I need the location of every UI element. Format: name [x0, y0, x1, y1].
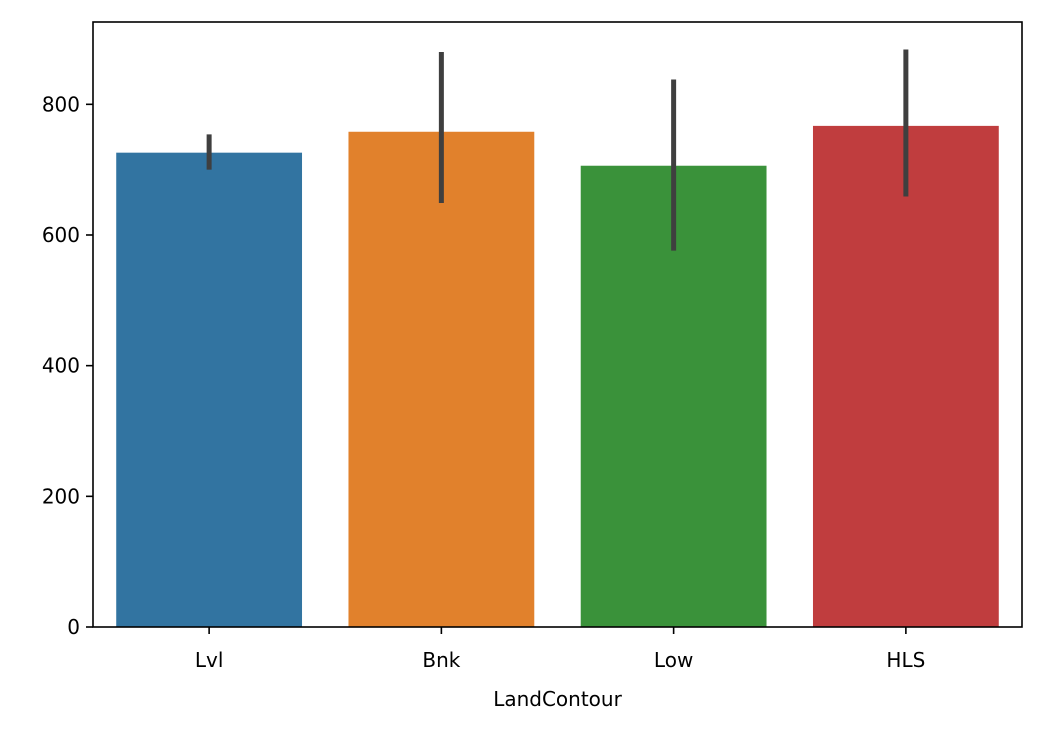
- bar-hls: [812, 125, 999, 627]
- x-axis-title: LandContour: [493, 687, 622, 711]
- x-tick-label: HLS: [886, 648, 925, 672]
- plot-frame: [92, 21, 1023, 628]
- y-axis: 0 200 400 600 800: [42, 92, 93, 639]
- x-tick-label: Low: [654, 648, 693, 672]
- y-tick-label: 800: [42, 92, 80, 116]
- x-axis: Lvl Bnk Low HLS: [195, 627, 925, 672]
- y-tick-label: 200: [42, 484, 80, 508]
- bars-layer: [116, 125, 999, 627]
- x-tick-label: Lvl: [195, 648, 224, 672]
- y-tick-label: 0: [67, 615, 80, 639]
- bar-bnk: [348, 131, 535, 627]
- x-tick-label: Bnk: [422, 648, 460, 672]
- error-bars-layer: [206, 49, 909, 251]
- y-tick-label: 600: [42, 223, 80, 247]
- y-tick-label: 400: [42, 354, 80, 378]
- bar-lvl: [116, 152, 303, 627]
